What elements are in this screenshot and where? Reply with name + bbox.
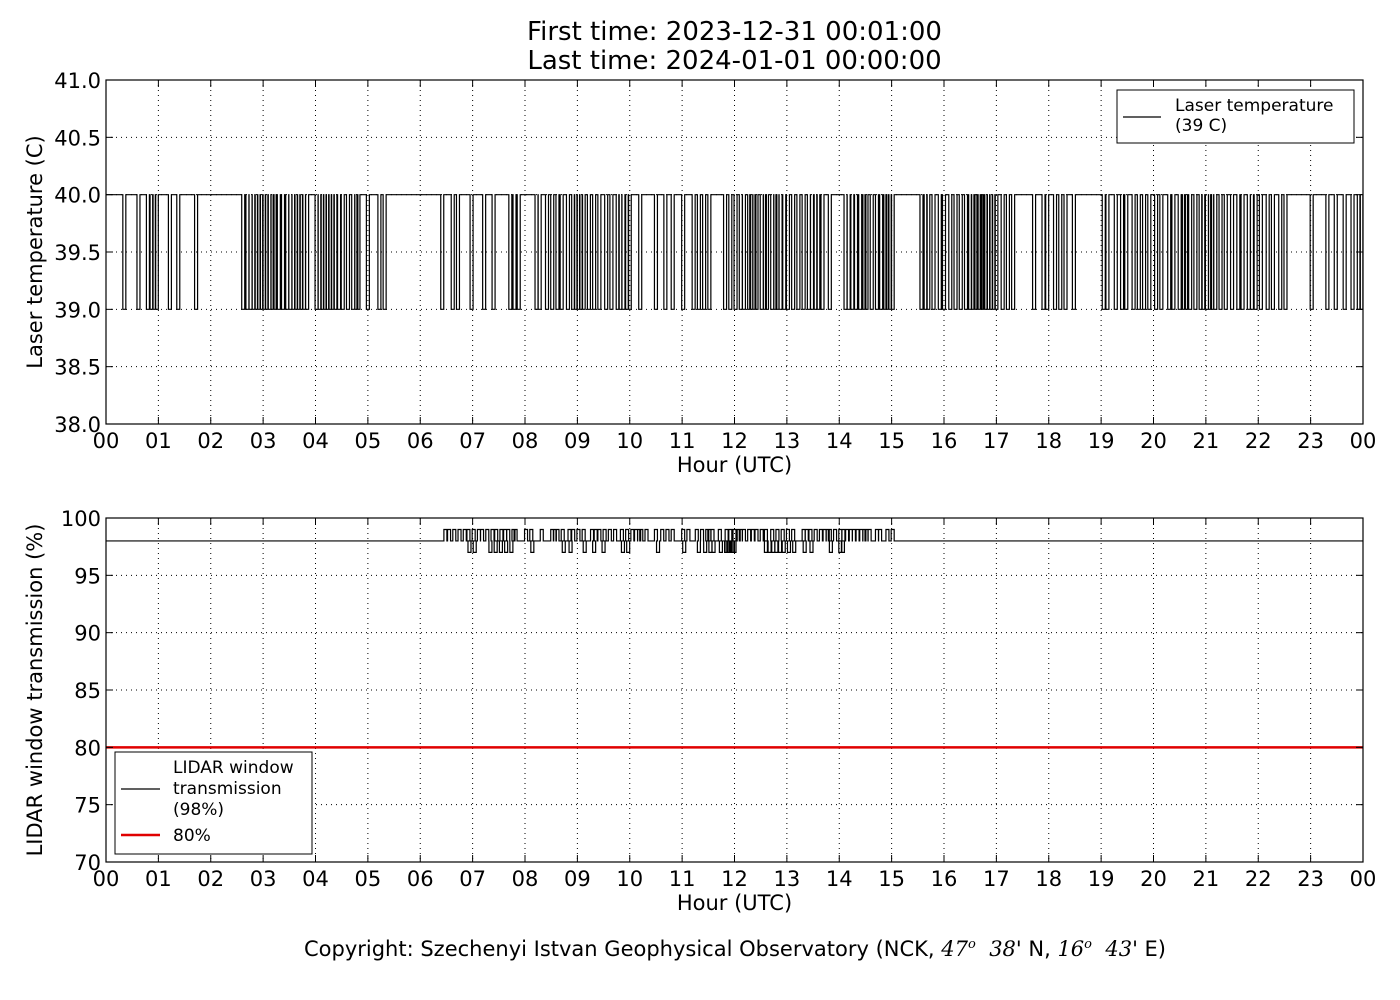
footer-lat-suffix: ' N,: [1015, 937, 1058, 961]
footer-lon-min: 43: [1105, 937, 1133, 961]
x-tick-label: 21: [1193, 429, 1220, 453]
x-tick-label: 13: [774, 429, 801, 453]
y-tick-label: 85: [74, 679, 101, 703]
x-tick-label: 03: [250, 429, 277, 453]
legend-label-threshold: 80%: [173, 826, 211, 846]
ticks: 00 01 02 03 04 05 06 07 08 09 10 11 12 13 14 15 16 17 18 19…: [61, 507, 1376, 891]
y-tick-label: 70: [74, 851, 101, 875]
x-tick-label: 22: [1245, 867, 1272, 891]
x-tick-label: 16: [931, 867, 958, 891]
x-tick-label: 15: [878, 429, 905, 453]
footer-lon-degree-mark: o: [1084, 937, 1092, 952]
x-tick-label: 20: [1140, 429, 1167, 453]
x-tick-label: 03: [250, 867, 277, 891]
x-tick-label: 13: [774, 867, 801, 891]
x-tick-label: 07: [459, 867, 486, 891]
legend-label-lidar: transmission: [173, 779, 282, 799]
x-tick-label: 00: [1350, 429, 1377, 453]
y-tick-label: 41.0: [54, 69, 101, 93]
y-tick-label: 40.5: [54, 126, 101, 150]
x-axis-label: Hour (UTC): [677, 891, 792, 915]
x-tick-label: 18: [1035, 867, 1062, 891]
legend-box: [114, 751, 313, 855]
x-tick-label: 10: [616, 867, 643, 891]
footer-lat-deg: 47: [941, 937, 968, 961]
chart-title-line-2: Last time: 2024-01-01 00:00:00: [527, 46, 942, 76]
y-tick-label: 39.5: [54, 241, 101, 265]
legend-label-lidar: LIDAR window: [173, 758, 294, 778]
x-tick-label: 08: [512, 429, 539, 453]
x-tick-label: 00: [93, 429, 120, 453]
x-tick-label: 01: [145, 867, 172, 891]
y-tick-label: 38.0: [54, 413, 101, 437]
y-tick-label: 100: [61, 507, 101, 531]
legend: Laser temperature(39 C): [1116, 89, 1355, 144]
x-tick-label: 04: [302, 429, 329, 453]
y-tick-label: 38.5: [54, 356, 101, 380]
x-tick-label: 05: [355, 867, 382, 891]
x-tick-label: 23: [1297, 867, 1324, 891]
y-tick-label: 39.0: [54, 298, 101, 322]
y-tick-label: 90: [74, 622, 101, 646]
y-tick-label: 80: [74, 736, 101, 760]
x-tick-label: 11: [669, 867, 696, 891]
x-tick-label: 08: [512, 867, 539, 891]
x-tick-label: 23: [1297, 429, 1324, 453]
x-tick-label: 14: [826, 429, 853, 453]
x-tick-label: 19: [1088, 867, 1115, 891]
x-tick-label: 09: [564, 867, 591, 891]
y-tick-label: 95: [74, 564, 101, 588]
x-tick-label: 02: [197, 867, 224, 891]
x-tick-label: 11: [669, 429, 696, 453]
x-tick-label: 21: [1193, 867, 1220, 891]
x-tick-label: 09: [564, 429, 591, 453]
y-tick-label: 75: [74, 794, 101, 818]
x-tick-label: 17: [983, 429, 1010, 453]
x-tick-label: 17: [983, 867, 1010, 891]
y-axis-label: Laser temperature (C): [23, 135, 47, 368]
x-tick-label: 05: [355, 429, 382, 453]
x-tick-label: 15: [878, 867, 905, 891]
lidar-window-transmission-chart: 00 01 02 03 04 05 06 07 08 09 10 11 12 13 14 15 16 17 18 19…: [23, 507, 1376, 915]
x-tick-label: 12: [721, 429, 748, 453]
y-tick-label: 40.0: [54, 184, 101, 208]
x-tick-label: 20: [1140, 867, 1167, 891]
x-axis-label: Hour (UTC): [677, 453, 792, 477]
footer-prefix: Copyright: Szechenyi Istvan Geophysical …: [303, 937, 942, 961]
chart-title-line-1: First time: 2023-12-31 00:01:00: [527, 17, 942, 47]
x-tick-label: 02: [197, 429, 224, 453]
x-tick-label: 18: [1035, 429, 1062, 453]
laser-temperature-line: [106, 194, 1364, 310]
ticks: 00 01 02 03 04 05 06 07 08 09 10 11 12 13 14 15 16 17 18 19…: [54, 69, 1376, 453]
legend-label-laser: (39 C): [1175, 116, 1227, 136]
lidar-transmission-line: [106, 528, 1363, 553]
x-tick-label: 07: [459, 429, 486, 453]
y-axis-label: LIDAR window transmission (%): [23, 524, 47, 857]
footer-lat-degree-mark: o: [968, 937, 976, 952]
footer-lat-min: 38: [989, 937, 1016, 961]
x-tick-label: 12: [721, 867, 748, 891]
copyright-footer: Copyright: Szechenyi Istvan Geophysical …: [0, 937, 1400, 961]
x-tick-label: 19: [1088, 429, 1115, 453]
x-tick-label: 14: [826, 867, 853, 891]
legend-label-laser: Laser temperature: [1175, 96, 1333, 116]
x-tick-label: 01: [145, 429, 172, 453]
legend-label-lidar: (98%): [173, 800, 224, 820]
x-tick-label: 06: [407, 429, 434, 453]
x-tick-label: 10: [616, 429, 643, 453]
x-tick-label: 00: [1350, 867, 1377, 891]
footer-lon-suffix: ' E): [1132, 937, 1167, 961]
x-tick-label: 00: [93, 867, 120, 891]
x-tick-label: 22: [1245, 429, 1272, 453]
x-tick-label: 06: [407, 867, 434, 891]
x-tick-label: 04: [302, 867, 329, 891]
x-tick-label: 16: [931, 429, 958, 453]
laser-temperature-chart: 00 01 02 03 04 05 06 07 08 09 10 11 12 13 14 15 16 17 18 19…: [23, 69, 1376, 477]
footer-lon-deg: 16: [1057, 937, 1085, 961]
